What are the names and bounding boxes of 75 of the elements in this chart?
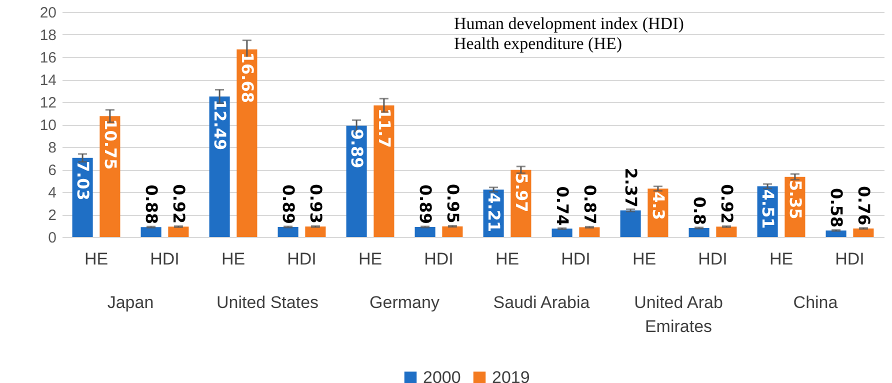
data-label: 7.03: [74, 160, 93, 200]
text: Germany: [370, 293, 440, 312]
x-tick-label: HDI: [561, 250, 590, 268]
y-tick-label: 10: [40, 117, 56, 134]
data-label: 5.35: [786, 180, 805, 220]
bar: [579, 227, 600, 237]
x-tick-label: HE: [769, 250, 794, 268]
data-label: 10.75: [100, 119, 120, 170]
bar: [620, 210, 641, 237]
data-label: 0.76: [854, 186, 874, 226]
bar: [716, 226, 737, 237]
bar: [305, 226, 326, 237]
bar: [278, 226, 298, 237]
annotation: Health expenditure (HE): [454, 34, 622, 53]
x-tick-label: HE: [495, 250, 520, 268]
text: United Arab Emirates: [634, 293, 723, 336]
bar: [140, 227, 162, 237]
y-tick-label: 16: [40, 50, 56, 66]
bar: [168, 226, 189, 237]
x-tick-label: HE: [632, 250, 656, 268]
text: United States: [216, 293, 319, 312]
y-tick-label: 4: [48, 184, 56, 202]
data-label: 9.89: [348, 128, 367, 168]
x-tick-label: HDI: [698, 250, 728, 268]
bar: [853, 228, 874, 237]
data-label: 0.74: [553, 186, 572, 226]
bar: [442, 226, 463, 237]
data-label: 16.68: [238, 52, 257, 103]
data-label: 0.95: [443, 184, 462, 224]
y-tick-label: 8: [48, 140, 56, 156]
data-label: 0.87: [580, 184, 600, 224]
y-tick-label: 6: [48, 162, 56, 179]
text: Japan: [107, 293, 154, 312]
data-label: 0.89: [279, 184, 298, 224]
data-label: 0.58: [827, 188, 846, 228]
data-label: 2.37: [622, 168, 641, 208]
data-label: 4.3: [648, 192, 668, 220]
x-tick-label: HE: [221, 250, 246, 268]
y-tick-label: 2: [48, 207, 56, 224]
bar: [414, 226, 436, 237]
data-label: 0.8: [690, 196, 710, 225]
x-tick-label: HDI: [424, 250, 454, 268]
bar: [374, 105, 394, 237]
text: Saudi Arabia: [493, 293, 590, 312]
bar: [346, 126, 367, 237]
data-label: 0.89: [416, 184, 436, 224]
x-tick-label: HDI: [150, 250, 180, 268]
data-label: 5.97: [512, 172, 531, 212]
y-tick-label: 12: [40, 94, 56, 112]
y-tick-label: 14: [40, 72, 56, 89]
data-label: 11.7: [374, 108, 394, 148]
legend-label: 2000: [423, 368, 461, 383]
data-label: 4.21: [484, 192, 504, 232]
data-label: 0.88: [142, 184, 162, 224]
text: China: [793, 293, 838, 312]
data-label: 0.92: [169, 184, 188, 224]
bar: [826, 230, 846, 237]
annotation: Human development index (HDI): [454, 14, 684, 33]
bar: [209, 96, 230, 237]
y-tick-label: 18: [40, 27, 56, 44]
bar: [688, 228, 710, 237]
data-label: 12.49: [210, 99, 230, 150]
bar: [236, 49, 258, 237]
x-tick-label: HDI: [287, 250, 316, 268]
data-label: 0.93: [306, 184, 326, 224]
x-tick-label: HE: [358, 250, 382, 268]
y-tick-label: 20: [40, 4, 56, 22]
bar: [100, 116, 120, 237]
legend-label: 2019: [492, 368, 530, 383]
x-tick-label: HE: [84, 250, 108, 268]
y-tick-label: 0: [48, 230, 56, 246]
x-tick-label: HDI: [835, 250, 864, 268]
bar: [552, 228, 572, 237]
data-label: 4.51: [758, 189, 778, 229]
data-label: 0.92: [717, 184, 736, 224]
